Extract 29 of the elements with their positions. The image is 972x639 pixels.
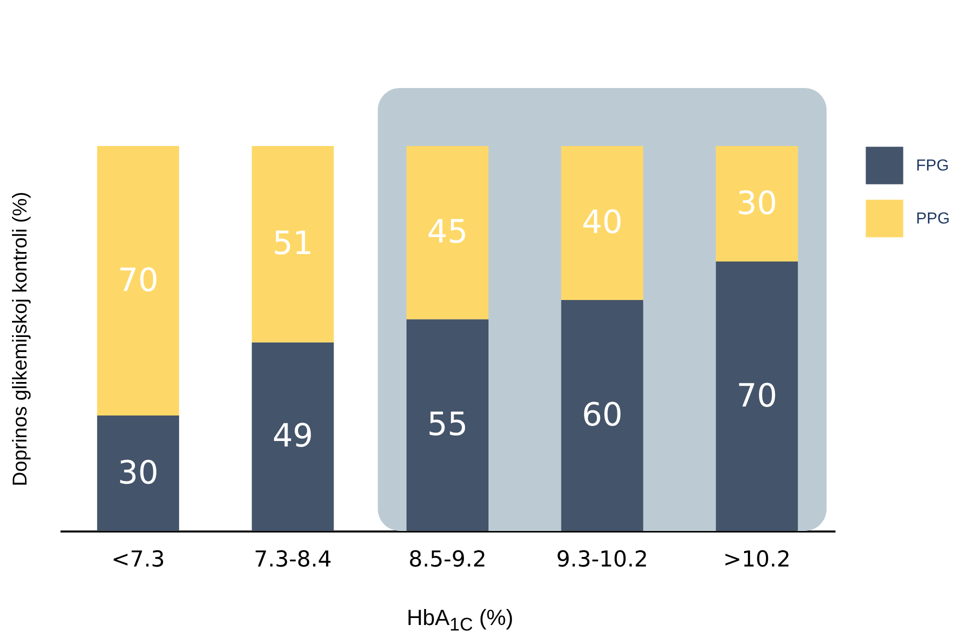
x-axis-title: HbA$_{1C}$ (%) [406,605,514,636]
x-tick-label: <7.3 [111,548,165,572]
data-label: 49 [272,416,314,455]
y-axis-title: Doprinos glikemijskoj kontroli (%) [10,192,32,486]
data-label: 70 [736,376,778,414]
bar [406,146,488,320]
data-label: 55 [427,405,468,444]
bar [252,342,334,531]
x-tick-label: 9.3-10.2 [556,548,648,572]
bar [716,146,798,262]
data-label: 40 [582,203,623,241]
bar [97,416,180,531]
bar [561,300,644,531]
data-label: 51 [272,224,314,262]
x-tick-label: >10.2 [723,548,791,572]
x-tick-label: 8.5-9.2 [408,548,486,572]
bar [252,146,334,342]
bar [406,319,488,531]
data-label: 30 [118,453,158,492]
data-label: 70 [118,260,158,299]
bar [561,146,644,300]
x-tick-label: 7.3-8.4 [254,548,332,572]
data-label: 60 [582,396,623,434]
data-label: 30 [736,184,778,222]
data-label: 45 [427,212,468,251]
legend-label: PPG [916,210,950,228]
legend-label: FPG [916,158,949,174]
bar [97,146,180,416]
bar [716,262,798,531]
